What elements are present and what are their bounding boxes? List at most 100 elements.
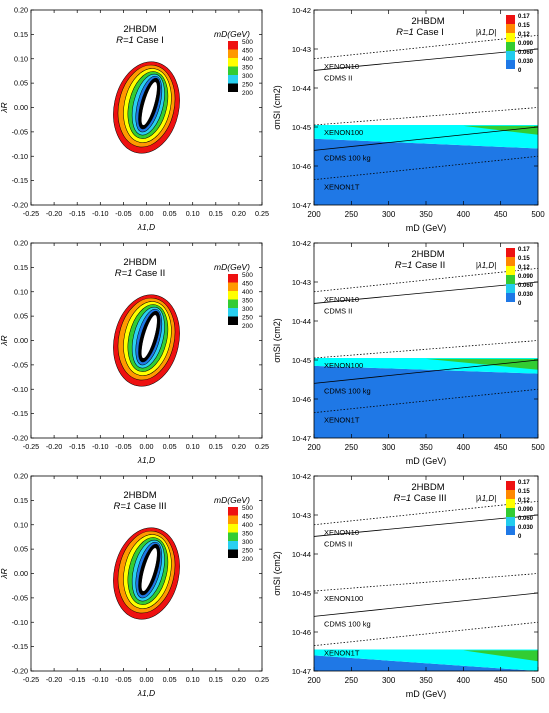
y-tick-label: 0.00 — [14, 103, 28, 112]
legend-label: 0.030 — [518, 292, 534, 298]
legend-swatch — [506, 481, 515, 490]
legend-swatch — [228, 549, 238, 558]
y-tick-label: 10-43 — [292, 278, 311, 287]
legend-label: 0.17 — [518, 247, 530, 253]
legend-title: |λ1,D| — [476, 28, 497, 37]
contour-hole — [141, 547, 158, 592]
legend-swatch — [228, 316, 238, 325]
y-tick-label: -0.20 — [12, 201, 28, 210]
y-tick-label: -0.20 — [12, 434, 28, 443]
panel-subtitle: R=1 Case II — [115, 268, 165, 279]
cross-section-panel-6: XENON10 CDMS II XENON100 CDMS 100 kg XENON1T… — [272, 472, 545, 699]
y-tick-label: 10-46 — [292, 162, 311, 171]
limit-curve-label: XENON10 — [324, 62, 359, 71]
subtitle-r: R=1 — [113, 501, 131, 512]
limit-curve-label: XENON1T — [324, 183, 360, 192]
legend-label: 0.15 — [518, 489, 530, 495]
legend-label: 350 — [242, 65, 253, 72]
limit-curve-label: CDMS 100 kg — [324, 386, 371, 395]
y-tick-label: 0.20 — [14, 239, 28, 248]
legend-label: 0.030 — [518, 59, 534, 65]
x-tick-label: 200 — [307, 676, 321, 685]
limit-curve-label: XENON10 — [324, 528, 359, 537]
legend-label: 300 — [242, 306, 253, 313]
x-tick-label: 400 — [457, 443, 471, 452]
subtitle-case: Case III — [131, 501, 166, 512]
x-tick-label: 300 — [382, 210, 396, 219]
limit-curve-label: XENON1T — [324, 416, 360, 425]
legend-label: 0 — [518, 68, 522, 74]
limit-curve-cdms-ii — [313, 281, 539, 304]
legend-swatch — [506, 517, 515, 526]
legend-label: 0.12 — [518, 265, 530, 271]
limit-curve-cdms-100-kg — [313, 359, 539, 384]
contour-panel-5: -0.25 -0.20 -0.15 -0.10 -0.05 0.00 0.05 0.10 0.1… — [0, 472, 269, 699]
x-tick-label: -0.10 — [92, 675, 108, 684]
x-tick-label: 0.10 — [186, 209, 200, 218]
y-tick-label: 10-47 — [292, 667, 311, 676]
y-axis-label: σnSI (cm2) — [272, 551, 282, 596]
y-axis-label: σnSI (cm2) — [272, 85, 282, 130]
y-tick-label: 10-45 — [292, 356, 311, 365]
legend-swatch — [506, 526, 515, 535]
legend-swatch — [506, 60, 515, 69]
limit-curve-xenon1t — [313, 388, 539, 414]
x-tick-label: 0.20 — [232, 442, 246, 451]
subtitle-r: R=1 — [116, 35, 134, 46]
contour-hole — [141, 314, 158, 359]
limit-curve-xenon1t — [313, 621, 539, 647]
y-tick-label: -0.05 — [12, 127, 28, 136]
legend-swatch — [506, 257, 515, 266]
subtitle-r: R=1 — [395, 260, 413, 271]
y-tick-label: -0.20 — [12, 667, 28, 676]
y-tick-label: 10-43 — [292, 45, 311, 54]
legend-swatch — [506, 33, 515, 42]
panel-subtitle: R=1 Case I — [116, 35, 164, 46]
allowed-region-cyan — [314, 125, 538, 149]
legend-label: 250 — [242, 315, 253, 322]
x-tick-label: -0.20 — [46, 209, 62, 218]
legend-swatch — [228, 308, 238, 317]
legend-label: 0.12 — [518, 498, 530, 504]
contour-panel-3: -0.25 -0.20 -0.15 -0.10 -0.05 0.00 0.05 0.10 0.1… — [0, 239, 269, 466]
cross-section-panel-2: XENON10 CDMS II XENON100 CDMS 100 kg XENON1T… — [272, 6, 545, 233]
legend-swatch — [506, 24, 515, 33]
y-tick-label: 0.05 — [14, 545, 28, 554]
y-tick-label: -0.05 — [12, 593, 28, 602]
x-tick-label: 0.10 — [186, 442, 200, 451]
legend-swatch — [228, 507, 238, 516]
legend-label: 200 — [242, 556, 253, 563]
limit-curve-label: CDMS II — [324, 306, 352, 315]
x-tick-label: 250 — [345, 676, 359, 685]
y-axis-label: λR — [0, 335, 9, 346]
legend-swatch — [228, 291, 238, 300]
limit-curve-xenon10 — [313, 34, 539, 60]
legend-label: 450 — [242, 48, 253, 55]
legend-label: 450 — [242, 514, 253, 521]
subtitle-r: R=1 — [396, 27, 414, 38]
y-tick-label: 10-46 — [292, 628, 311, 637]
y-tick-label: 10-45 — [292, 123, 311, 132]
y-tick-label: -0.10 — [12, 152, 28, 161]
x-tick-label: 450 — [494, 443, 508, 452]
y-tick-label: 10-44 — [292, 317, 311, 326]
y-tick-label: 0.05 — [14, 312, 28, 321]
x-axis-label: mD (GeV) — [406, 223, 447, 233]
y-tick-label: 0.00 — [14, 569, 28, 578]
legend-swatch — [228, 274, 238, 283]
legend-label: 0.12 — [518, 32, 530, 38]
x-tick-label: 500 — [531, 676, 545, 685]
legend-label: 0.060 — [518, 50, 534, 56]
legend-swatch — [506, 248, 515, 257]
legend-label: 0.090 — [518, 274, 534, 280]
legend-label: 0.15 — [518, 23, 530, 29]
limit-curve-label: CDMS 100 kg — [324, 619, 371, 628]
legend-swatch — [228, 282, 238, 291]
limit-curve-label: XENON10 — [324, 295, 359, 304]
x-tick-label: 450 — [494, 676, 508, 685]
y-tick-label: -0.05 — [12, 360, 28, 369]
x-tick-label: 0.15 — [209, 442, 223, 451]
subtitle-case: Case I — [134, 35, 164, 46]
x-tick-label: 0.20 — [232, 209, 246, 218]
legend-swatch — [506, 508, 515, 517]
